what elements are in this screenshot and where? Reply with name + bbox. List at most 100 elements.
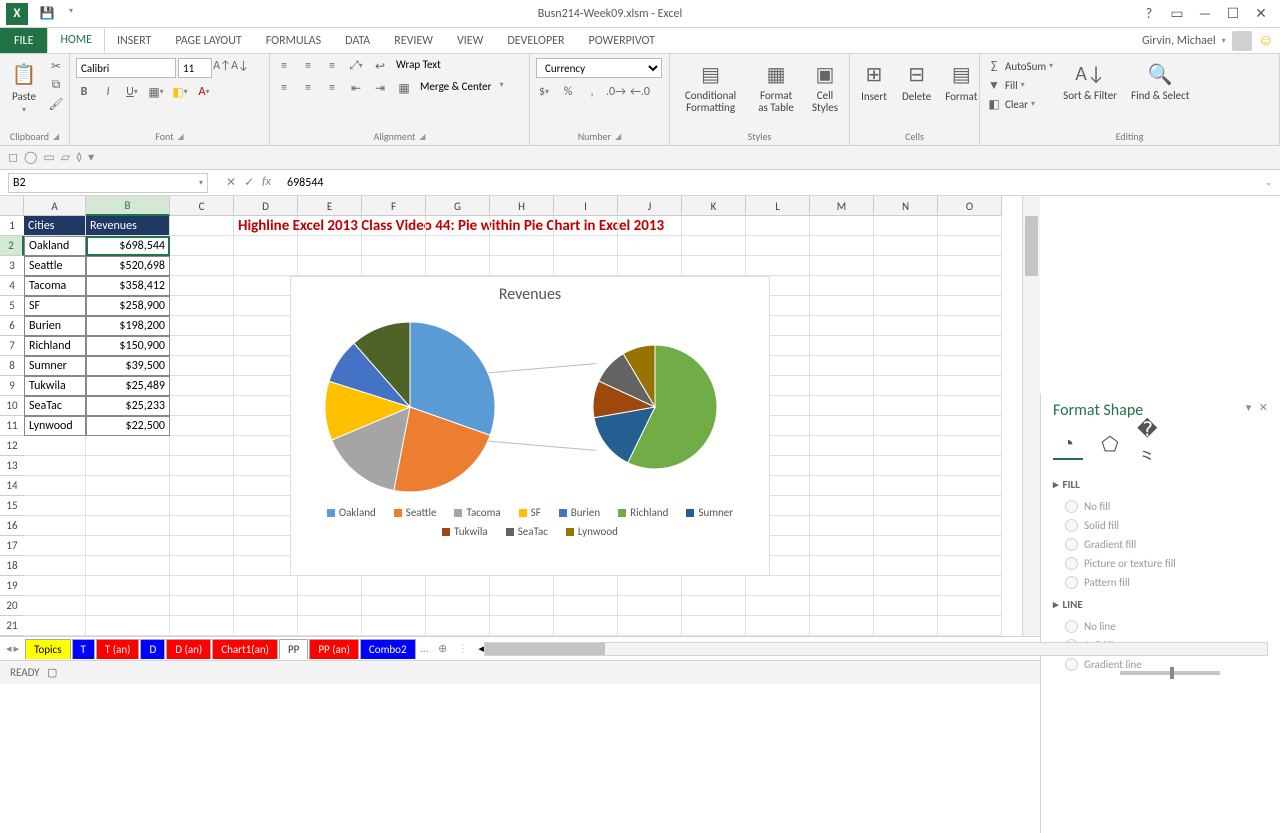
- cell[interactable]: [874, 336, 938, 356]
- row-header[interactable]: 5: [0, 296, 24, 316]
- autosum-button[interactable]: ∑AutoSum▾: [986, 58, 1053, 74]
- cell[interactable]: [426, 256, 490, 276]
- expand-formula-bar[interactable]: ⌄: [1257, 178, 1280, 188]
- cell[interactable]: [874, 576, 938, 596]
- align-mid-icon[interactable]: ≡: [300, 58, 316, 74]
- cell[interactable]: [810, 296, 874, 316]
- cell[interactable]: [170, 596, 234, 616]
- cell[interactable]: [746, 616, 810, 636]
- cell[interactable]: [810, 376, 874, 396]
- cell[interactable]: [490, 216, 554, 236]
- column-header[interactable]: N: [874, 196, 938, 216]
- cell[interactable]: [938, 476, 1002, 496]
- row-header[interactable]: 3: [0, 256, 24, 276]
- sort-filter-button[interactable]: A↓Sort & Filter: [1059, 58, 1121, 104]
- cell[interactable]: [874, 516, 938, 536]
- ribbon-tab-home[interactable]: HOME: [47, 28, 105, 53]
- cell[interactable]: [298, 236, 362, 256]
- cell[interactable]: [426, 236, 490, 256]
- row-header[interactable]: 15: [0, 496, 24, 516]
- cell[interactable]: Cities: [24, 216, 86, 236]
- fill-option[interactable]: No fill: [1053, 497, 1268, 516]
- ribbon-tab-developer[interactable]: DEVELOPER: [495, 28, 576, 53]
- cell[interactable]: [234, 296, 298, 316]
- cell[interactable]: $520,698: [86, 256, 170, 276]
- cell[interactable]: [938, 236, 1002, 256]
- cell[interactable]: [874, 456, 938, 476]
- cell[interactable]: [490, 236, 554, 256]
- cell[interactable]: [86, 536, 170, 556]
- row-header[interactable]: 8: [0, 356, 24, 376]
- sheet-tab[interactable]: D (an): [166, 639, 211, 659]
- sheet-tab[interactable]: Combo2: [360, 639, 416, 659]
- cell[interactable]: [234, 496, 298, 516]
- cell[interactable]: [810, 496, 874, 516]
- cell[interactable]: [874, 476, 938, 496]
- cell[interactable]: [938, 596, 1002, 616]
- cell[interactable]: [874, 416, 938, 436]
- cell[interactable]: [874, 496, 938, 516]
- cell[interactable]: [618, 616, 682, 636]
- sheet-tab[interactable]: Topics: [25, 639, 70, 659]
- cell[interactable]: [554, 256, 618, 276]
- cell[interactable]: [490, 576, 554, 596]
- cell[interactable]: [938, 296, 1002, 316]
- cell[interactable]: [362, 616, 426, 636]
- row-header[interactable]: 19: [0, 576, 24, 596]
- cell[interactable]: [618, 596, 682, 616]
- cell[interactable]: [746, 576, 810, 596]
- cell[interactable]: [938, 416, 1002, 436]
- cell[interactable]: Seattle: [24, 256, 86, 276]
- cell[interactable]: [810, 236, 874, 256]
- fx-icon[interactable]: fx: [262, 175, 271, 190]
- sheet-tab[interactable]: PP: [279, 639, 308, 659]
- cell[interactable]: [810, 216, 874, 236]
- cell[interactable]: [86, 596, 170, 616]
- align-top-icon[interactable]: ≡: [276, 58, 292, 74]
- cell[interactable]: [86, 456, 170, 476]
- column-header[interactable]: E: [298, 196, 362, 216]
- column-header[interactable]: B: [86, 196, 170, 216]
- cell[interactable]: [298, 596, 362, 616]
- row-header[interactable]: 2: [0, 236, 24, 256]
- inc-decimal-icon[interactable]: .0→: [608, 84, 624, 100]
- cell[interactable]: [24, 576, 86, 596]
- sheet-tab[interactable]: Chart1(an): [212, 639, 278, 659]
- cell[interactable]: [24, 616, 86, 636]
- cell[interactable]: [86, 556, 170, 576]
- cell[interactable]: Tacoma: [24, 276, 86, 296]
- new-sheet-icon[interactable]: ⊕: [432, 642, 453, 655]
- column-header[interactable]: D: [234, 196, 298, 216]
- cell[interactable]: [490, 256, 554, 276]
- cell[interactable]: [234, 256, 298, 276]
- cell[interactable]: [170, 396, 234, 416]
- format-as-table-button[interactable]: ▦Format as Table: [751, 58, 801, 116]
- cell[interactable]: [874, 316, 938, 336]
- cell[interactable]: [874, 616, 938, 636]
- cell[interactable]: [234, 516, 298, 536]
- name-box[interactable]: B2▾: [8, 173, 208, 193]
- cell[interactable]: [810, 316, 874, 336]
- font-name-input[interactable]: [76, 58, 176, 78]
- cell[interactable]: Lynwood: [24, 416, 86, 436]
- cell[interactable]: [810, 256, 874, 276]
- formula-input[interactable]: 698544: [281, 176, 1257, 190]
- fill-button[interactable]: ▼Fill▾: [986, 77, 1053, 93]
- cell[interactable]: [170, 316, 234, 336]
- cell[interactable]: [426, 576, 490, 596]
- fill-section-header[interactable]: ▸ FILL: [1053, 472, 1268, 497]
- row-header[interactable]: 1: [0, 216, 24, 236]
- cell[interactable]: [554, 576, 618, 596]
- format-cells-button[interactable]: ▤Format: [941, 58, 981, 105]
- cell[interactable]: [170, 336, 234, 356]
- cell[interactable]: [746, 216, 810, 236]
- align-center-icon[interactable]: ≡: [300, 80, 316, 96]
- cell[interactable]: [170, 616, 234, 636]
- ribbon-tab-review[interactable]: REVIEW: [382, 28, 445, 53]
- fill-option[interactable]: Pattern fill: [1053, 573, 1268, 592]
- cell[interactable]: [554, 216, 618, 236]
- cell[interactable]: [362, 576, 426, 596]
- cell[interactable]: [874, 216, 938, 236]
- enter-formula-icon[interactable]: ✓: [244, 175, 254, 190]
- cut-button[interactable]: ✂: [48, 58, 64, 74]
